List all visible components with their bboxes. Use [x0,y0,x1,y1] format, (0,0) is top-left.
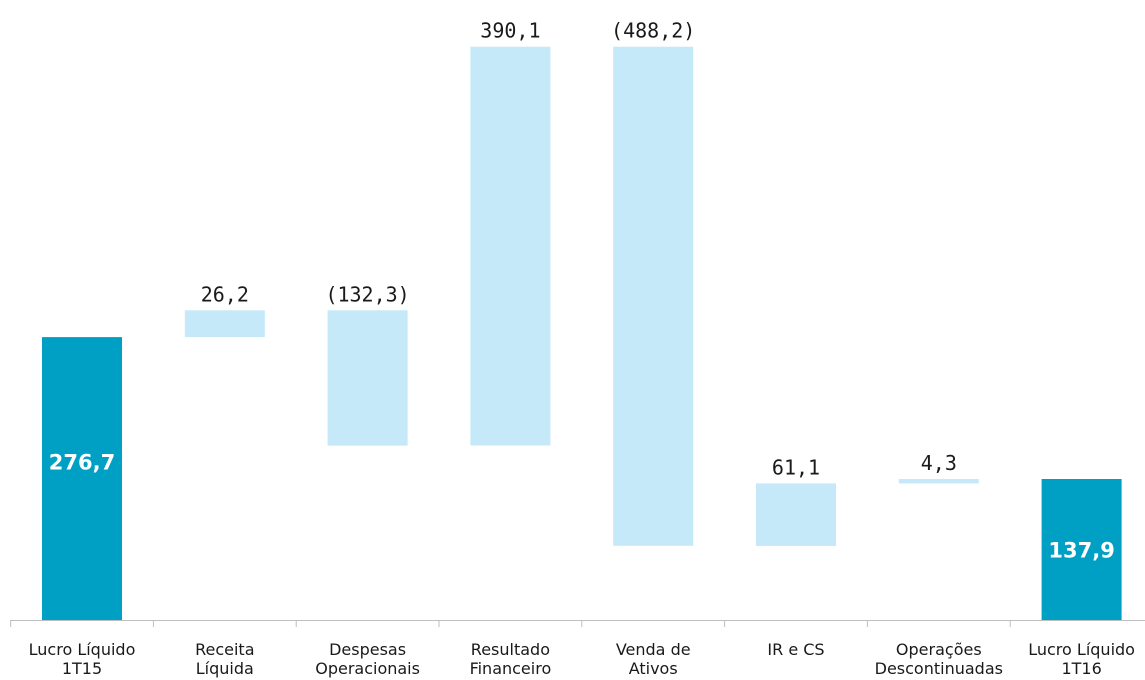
category-label-0: Lucro Líquido 1T15 [29,640,136,678]
category-label-3: Resultado Financeiro [470,640,552,678]
value-label-2: (132,3) [325,282,409,306]
category-label-group: Lucro Líquido 1T15 Receita Líquida Despesas O… [29,640,1135,678]
value-label-6: 4,3 [921,451,957,475]
category-label-2: Despesas Operacionais [315,640,420,678]
value-label-5: 61,1 [772,455,820,479]
value-label-0: 276,7 [49,451,115,475]
bar-6 [899,479,979,483]
value-label-3: 390,1 [480,19,540,43]
bar-1 [185,310,265,337]
bar-5 [756,483,836,546]
bar-3 [470,47,550,446]
category-label-1: Receita Líquida [195,640,254,678]
value-label-1: 26,2 [201,282,249,306]
category-label-6: Operações Descontinuadas [875,640,1003,678]
bar-4 [613,47,693,546]
category-label-7: Lucro Líquido 1T16 [1028,640,1135,678]
value-label-4: (488,2) [611,19,695,43]
category-label-4: Venda de Ativos [616,640,691,678]
bar-0 [42,337,122,620]
category-label-5: IR e CS [767,640,824,659]
value-label-7: 137,9 [1048,539,1114,563]
bar-group [42,47,1122,620]
x-axis-tick-group [11,620,1145,627]
bar-2 [328,310,408,445]
